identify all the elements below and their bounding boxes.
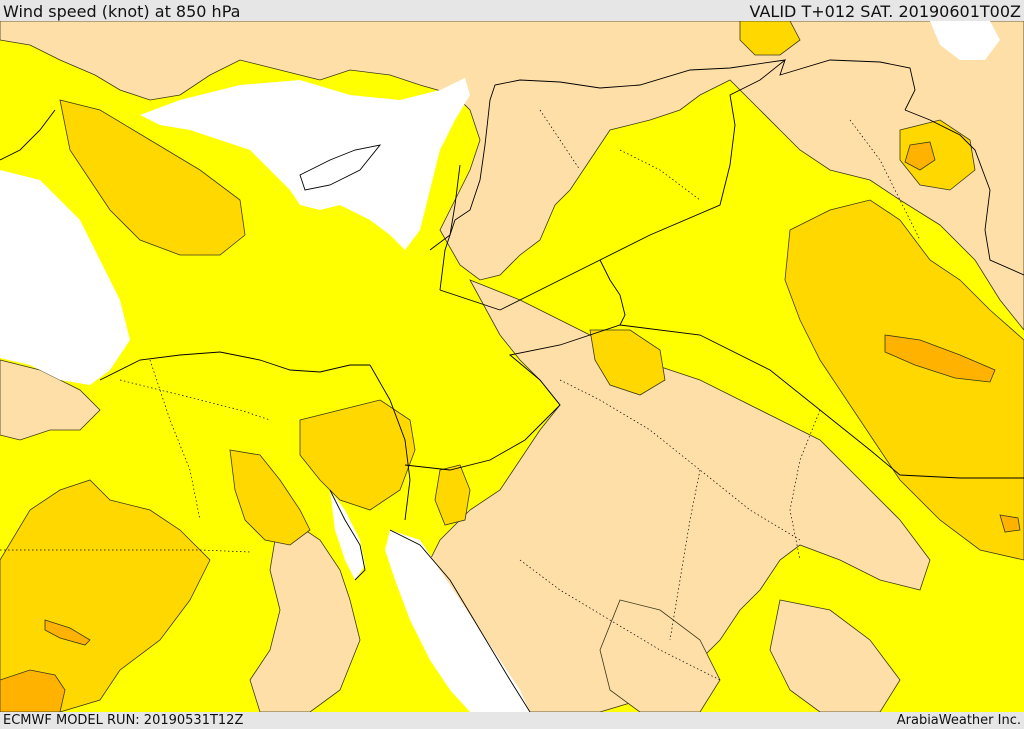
sea-area xyxy=(0,21,1000,712)
wind-band-higher xyxy=(0,141,1021,712)
wind-band-low xyxy=(0,21,1024,712)
model-run-label: ECMWF MODEL RUN: 20190531T12Z xyxy=(3,713,244,728)
map-title: Wind speed (knot) at 850 hPa xyxy=(3,2,241,21)
country-borders xyxy=(369,58,1024,521)
credit-label: ArabiaWeather Inc. xyxy=(896,713,1021,728)
admin-boundaries xyxy=(0,109,921,681)
coastlines xyxy=(0,109,531,712)
wind-band-high xyxy=(0,21,1024,712)
footer-bar: ECMWF MODEL RUN: 20190531T12Z ArabiaWeat… xyxy=(0,712,1024,729)
wind-speed-map[interactable] xyxy=(0,21,1024,712)
valid-time: VALID T+012 SAT. 20190601T00Z xyxy=(749,2,1021,21)
header-bar: Wind speed (knot) at 850 hPa VALID T+012… xyxy=(0,0,1024,21)
